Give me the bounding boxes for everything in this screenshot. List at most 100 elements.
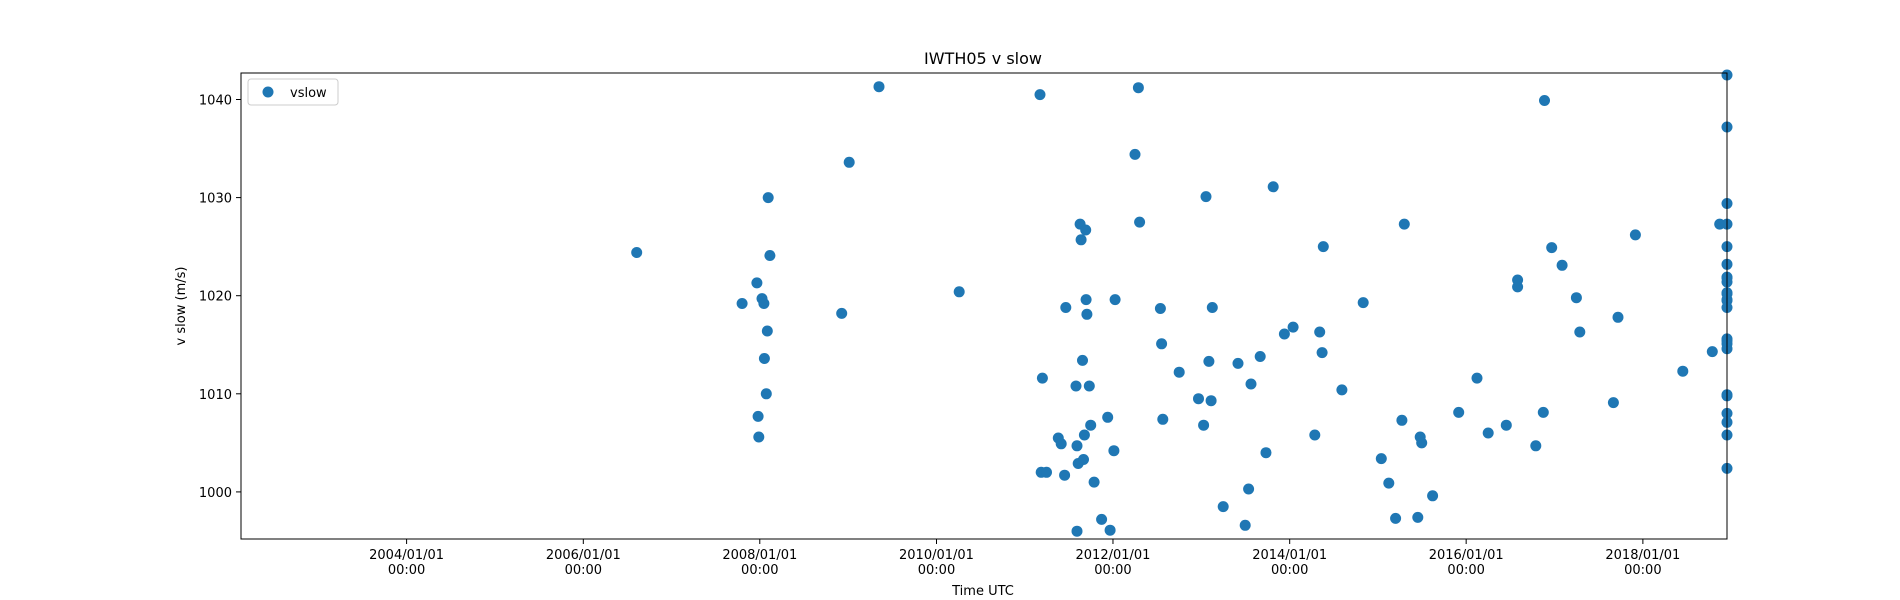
- data-point: [1154, 303, 1166, 314]
- x-tick-label: 00:00: [918, 563, 955, 578]
- data-point: [1077, 354, 1088, 366]
- legend-marker: [262, 86, 274, 98]
- data-point: [1060, 302, 1072, 313]
- data-point: [1556, 259, 1568, 271]
- x-tick-label: 00:00: [1094, 563, 1131, 578]
- data-point: [1071, 440, 1083, 452]
- data-point: [1200, 191, 1212, 203]
- data-point: [764, 250, 776, 261]
- data-point: [1612, 311, 1624, 323]
- data-point: [1132, 82, 1144, 94]
- data-point: [631, 247, 643, 258]
- data-point: [1416, 437, 1428, 449]
- data-point: [1085, 419, 1097, 431]
- data-point: [1059, 469, 1071, 481]
- legend: vslow: [247, 78, 339, 106]
- x-tick-label: 00:00: [1447, 563, 1484, 578]
- x-tick-label: 00:00: [388, 563, 425, 578]
- data-point: [1537, 406, 1549, 418]
- x-tick-label: 2018/01/01: [1605, 548, 1680, 563]
- data-point: [1129, 148, 1141, 160]
- data-point: [758, 353, 770, 364]
- plot-area: [240, 72, 1728, 540]
- data-point: [1317, 241, 1329, 253]
- data-point: [1278, 328, 1290, 340]
- plot-marks: [631, 69, 1733, 537]
- data-point: [1574, 326, 1586, 338]
- chart-title: IWTH05 v slow: [924, 49, 1042, 68]
- x-tick-label: 2016/01/01: [1429, 548, 1504, 563]
- x-axis: 2004/01/0100:002006/01/0100:002008/01/01…: [369, 539, 1680, 578]
- y-axis-label: v slow (m/s): [174, 267, 189, 346]
- data-point: [1108, 445, 1120, 457]
- data-point: [1398, 218, 1410, 230]
- data-point: [1041, 466, 1052, 478]
- data-point: [1390, 512, 1402, 524]
- x-tick-label: 2014/01/01: [1252, 548, 1327, 563]
- data-point: [1081, 308, 1093, 320]
- y-tick-label: 1030: [199, 192, 232, 207]
- legend-box: [247, 78, 339, 106]
- data-point: [1316, 347, 1328, 359]
- data-point: [753, 431, 765, 443]
- y-tick-label: 1040: [199, 93, 232, 108]
- data-point: [1254, 351, 1266, 362]
- data-point: [1206, 302, 1218, 313]
- data-point: [1357, 297, 1369, 309]
- data-point: [1157, 413, 1169, 425]
- data-point: [1156, 338, 1168, 350]
- data-point: [1607, 397, 1619, 409]
- data-point: [1383, 477, 1395, 489]
- data-point: [1512, 274, 1524, 286]
- data-point: [761, 325, 773, 337]
- x-tick-label: 2010/01/01: [899, 548, 974, 563]
- data-point: [1453, 406, 1465, 418]
- data-point: [1078, 454, 1089, 465]
- data-point: [762, 192, 774, 204]
- data-point: [873, 81, 885, 93]
- data-point: [1336, 384, 1348, 396]
- data-point: [1055, 438, 1067, 450]
- data-point: [1570, 292, 1582, 304]
- data-point: [752, 410, 764, 422]
- data-point: [1217, 501, 1229, 513]
- y-tick-label: 1000: [199, 486, 232, 501]
- data-point: [1080, 294, 1092, 306]
- data-point: [836, 307, 848, 319]
- x-tick-label: 2006/01/01: [546, 548, 621, 563]
- data-point: [1205, 395, 1217, 407]
- y-axis: 1000 1010 1020 1030 1040: [199, 93, 241, 501]
- data-point: [1314, 326, 1326, 338]
- data-point: [1539, 95, 1550, 106]
- data-point: [1482, 427, 1494, 439]
- data-point: [1427, 490, 1439, 502]
- data-point: [1193, 393, 1204, 405]
- data-point: [1706, 346, 1718, 358]
- data-point: [736, 298, 748, 309]
- data-point: [1245, 378, 1257, 390]
- data-point: [1629, 229, 1641, 241]
- x-tick-label: 2012/01/01: [1076, 548, 1151, 563]
- data-point: [953, 286, 965, 298]
- data-point: [1203, 355, 1215, 367]
- data-point: [1239, 519, 1251, 531]
- x-axis-label: Time UTC: [951, 584, 1014, 599]
- data-point: [758, 298, 770, 309]
- data-point: [1078, 429, 1090, 441]
- data-point: [1075, 234, 1087, 246]
- x-tick-label: 00:00: [565, 563, 602, 578]
- data-point: [1036, 372, 1048, 384]
- data-point: [1198, 419, 1210, 431]
- data-point: [1375, 453, 1387, 465]
- data-point: [751, 277, 763, 289]
- legend-label-vslow: vslow: [290, 86, 327, 101]
- data-point: [843, 156, 855, 168]
- data-point: [760, 388, 772, 400]
- data-point: [1104, 524, 1116, 536]
- data-point: [1530, 440, 1542, 452]
- data-point: [1173, 366, 1185, 378]
- data-point: [1546, 242, 1558, 254]
- data-point: [1232, 357, 1244, 369]
- y-tick-label: 1010: [199, 388, 232, 403]
- x-tick-label: 00:00: [741, 563, 778, 578]
